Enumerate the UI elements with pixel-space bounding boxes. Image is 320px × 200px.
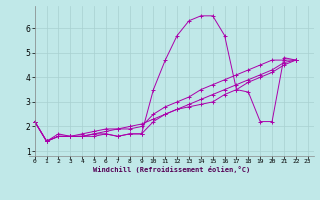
X-axis label: Windchill (Refroidissement éolien,°C): Windchill (Refroidissement éolien,°C): [92, 166, 250, 173]
